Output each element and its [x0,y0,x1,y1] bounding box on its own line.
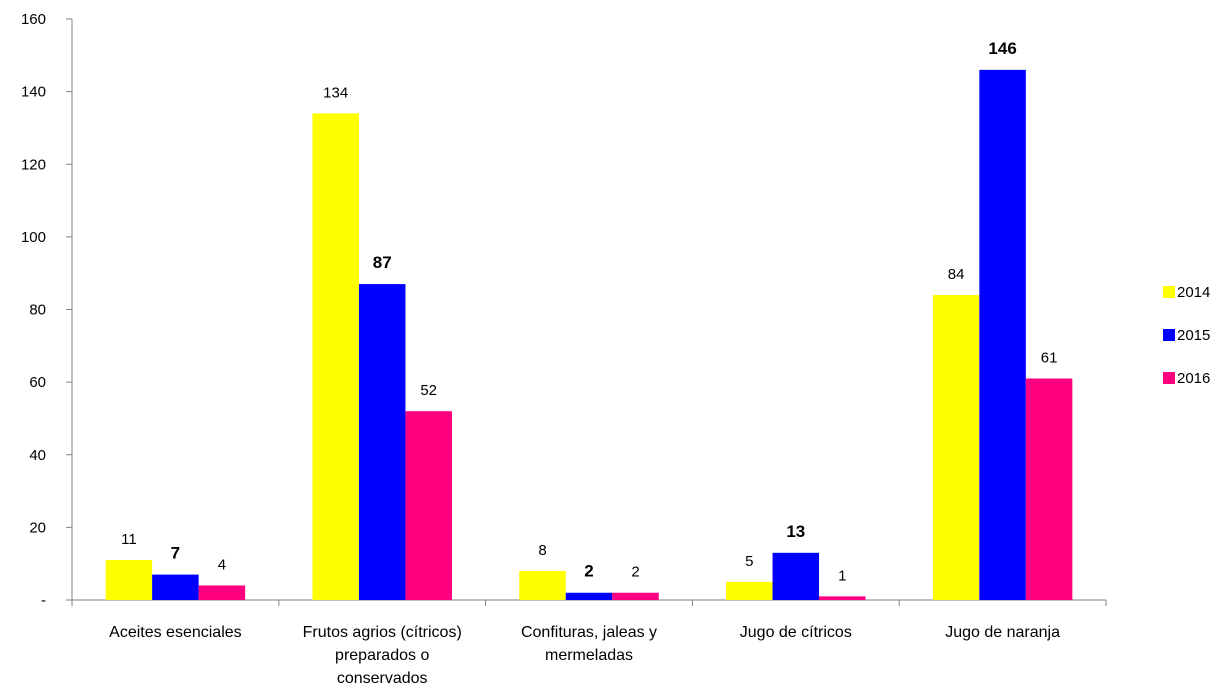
data-label: 11 [121,531,137,548]
legend: 2014 2015 2016 [1163,284,1210,387]
data-label: 2 [631,564,639,581]
bar-2015-5 [979,70,1026,600]
data-label: 87 [373,253,392,272]
data-label: 146 [988,39,1016,58]
y-tick-label: 20 [29,519,46,536]
x-tick-label: Frutos agrios (cítricos) preparados o cons… [303,624,462,687]
data-label: 52 [420,382,437,399]
y-tick-label: 80 [29,302,46,319]
x-tick-label: Jugo de cítricos [740,624,852,641]
bar-2014-4 [726,582,773,600]
legend-entry: 2014 [1177,284,1210,301]
bar-2016-3 [612,593,659,600]
data-label: 13 [786,522,805,541]
y-tick-label: 60 [29,374,46,391]
bar-2015-1 [152,575,199,600]
bar-2016-4 [819,596,866,600]
data-label: 134 [323,84,348,101]
data-label: 7 [171,544,180,563]
x-tick-label: Jugo de naranja [945,624,1060,641]
bar-2016-5 [1026,378,1073,600]
y-tick-label: 140 [21,84,46,101]
bar-2014-3 [519,571,566,600]
data-label: 61 [1041,349,1058,366]
bar-2015-3 [566,593,613,600]
y-tick-label: 100 [21,229,46,246]
y-tick-label: 40 [29,447,46,464]
data-label: 1 [838,567,846,584]
data-label: 5 [745,553,753,570]
data-label: 4 [218,556,226,573]
bar-2016-2 [405,411,452,600]
data-label: 84 [948,266,965,283]
bar-2014-1 [106,560,152,600]
x-tick-label: Confituras, jaleas y mermeladas [521,624,657,664]
data-label: 8 [538,542,546,559]
legend-swatch-2014 [1163,286,1175,298]
data-label: 2 [584,562,593,581]
bar-2015-2 [359,284,406,600]
bar-2014-5 [933,295,980,600]
legend-entry: 2016 [1177,370,1210,387]
bar-2014-2 [312,113,359,600]
y-tick-label: 160 [21,11,46,28]
bar-2015-4 [773,553,820,600]
legend-entry: 2015 [1177,327,1210,344]
legend-swatch-2016 [1163,372,1175,384]
y-tick-label: - [41,592,46,609]
y-tick-label: 120 [21,156,46,173]
x-tick-label: Aceites esenciales [109,624,242,641]
bars [106,70,1073,600]
bar-2016-1 [199,585,246,600]
legend-swatch-2015 [1163,329,1175,341]
